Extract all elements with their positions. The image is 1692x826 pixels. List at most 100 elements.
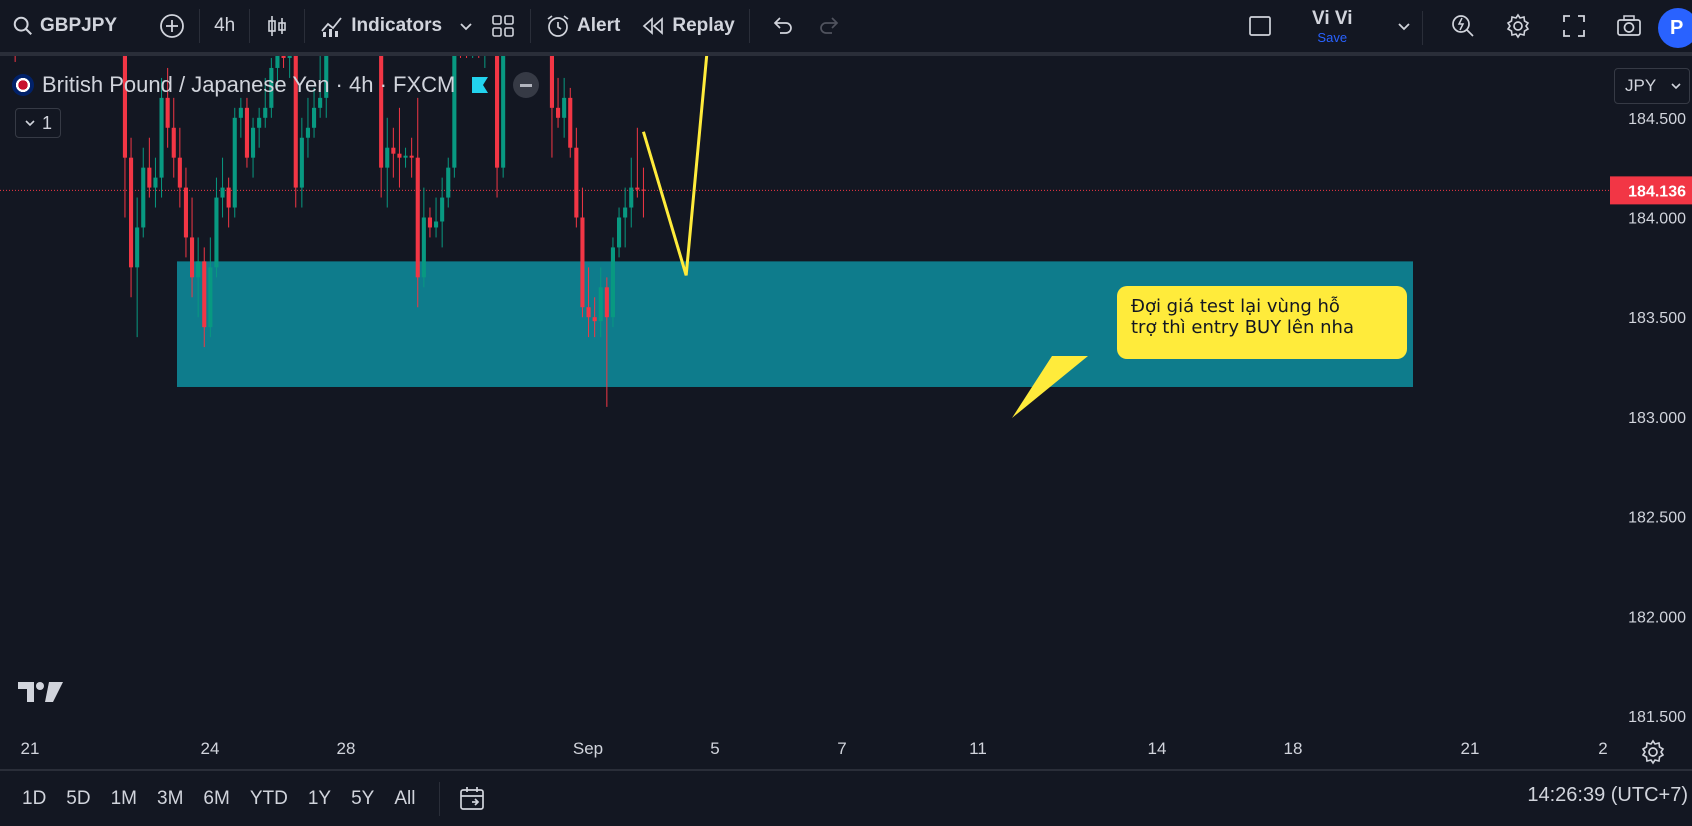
candle-body <box>452 56 457 168</box>
search-icon <box>12 15 34 37</box>
candle-body <box>244 107 249 158</box>
toolbar-divider <box>439 781 441 816</box>
scale-settings-gear-icon[interactable] <box>1640 739 1666 765</box>
layout-toggle-button[interactable] <box>1237 0 1283 54</box>
layouts-button[interactable] <box>480 0 526 54</box>
alert-button[interactable]: Alert <box>535 0 630 54</box>
range-button-5d[interactable]: 5D <box>66 787 91 809</box>
currency-select[interactable]: JPY <box>1614 68 1690 104</box>
chevron-down-icon <box>1396 18 1412 34</box>
candle-body <box>220 187 225 198</box>
symbol-search-button[interactable]: GBPJPY <box>0 0 127 54</box>
candle-body <box>574 147 579 218</box>
price-tick-label: 183.500 <box>1628 310 1686 327</box>
candle-body <box>293 56 298 188</box>
price-tick-label: 181.500 <box>1628 709 1686 726</box>
candle-body <box>263 107 268 118</box>
range-button-1y[interactable]: 1Y <box>307 787 332 809</box>
chart-type-button[interactable] <box>254 0 300 54</box>
candle-body <box>409 155 414 158</box>
indicators-dropdown-button[interactable] <box>452 0 480 54</box>
indicator-collapse-button[interactable]: 1 <box>15 108 61 138</box>
price-tick-label: 183.000 <box>1628 410 1686 427</box>
toolbar-divider <box>249 9 251 43</box>
candle-body <box>190 237 195 278</box>
candle-body <box>446 167 451 198</box>
fullscreen-button[interactable] <box>1551 0 1597 54</box>
range-button-1m[interactable]: 1M <box>110 787 137 809</box>
candle-body <box>421 217 426 278</box>
undo-button[interactable] <box>760 0 806 54</box>
candle-body <box>208 267 213 328</box>
candle-body <box>275 56 280 68</box>
candle-body <box>202 261 207 328</box>
candles-icon <box>264 13 290 39</box>
replay-button[interactable]: Replay <box>630 0 744 54</box>
trade-note-callout[interactable]: Đợi giá test lại vùng hỗ trợ thì entry B… <box>1117 286 1407 359</box>
candle-body <box>257 117 262 128</box>
candle-body <box>379 56 384 168</box>
redo-button[interactable] <box>806 0 852 54</box>
range-button-ytd[interactable]: YTD <box>249 787 288 809</box>
candle-body <box>165 97 170 128</box>
snapshot-button[interactable] <box>1606 0 1652 54</box>
symbol-label: GBPJPY <box>40 15 118 36</box>
candle-body <box>434 221 439 228</box>
projection-arrow <box>642 56 709 276</box>
alarm-clock-icon <box>545 13 571 39</box>
settings-button[interactable] <box>1495 0 1541 54</box>
candle-body <box>641 189 646 191</box>
chevron-down-icon <box>1671 83 1681 90</box>
callout-line-2: trợ thì entry BUY lên nha <box>1131 317 1354 338</box>
range-button-1d[interactable]: 1D <box>22 787 47 809</box>
candle-body <box>299 137 304 188</box>
collapse-count: 1 <box>41 112 52 133</box>
candle-body <box>196 261 201 278</box>
chart-pane[interactable]: 187.000186.500186.000185.500185.000184.5… <box>0 56 1692 769</box>
toolbar-divider <box>199 9 201 43</box>
candle-body <box>403 155 408 158</box>
quick-search-button[interactable] <box>1440 0 1486 54</box>
candle-body <box>397 153 402 158</box>
compare-add-button[interactable] <box>149 0 195 54</box>
candle-body <box>171 127 176 158</box>
save-layout-button[interactable]: Vi Vi Save <box>1302 0 1363 54</box>
candle-body <box>281 56 286 58</box>
layout-menu-button[interactable] <box>1386 0 1422 54</box>
range-button-3m[interactable]: 3M <box>157 787 184 809</box>
price-chart[interactable]: 187.000186.500186.000185.500185.000184.5… <box>0 56 1692 769</box>
candle-body <box>427 217 432 228</box>
minus-icon <box>520 83 533 87</box>
range-button-6m[interactable]: 6M <box>203 787 230 809</box>
goto-date-button[interactable] <box>448 779 496 819</box>
hide-legend-button[interactable] <box>513 72 540 98</box>
gbp-flag-icon <box>12 74 34 96</box>
gear-icon <box>1505 13 1531 39</box>
toolbar-divider <box>530 9 532 43</box>
candle-body <box>177 157 182 188</box>
candle-body <box>598 287 603 322</box>
publish-avatar-button[interactable]: P <box>1658 8 1692 48</box>
indicators-button[interactable]: Indicators <box>309 0 452 54</box>
indicators-icon <box>319 13 345 39</box>
range-button-5y[interactable]: 5Y <box>351 787 375 809</box>
legend-title: British Pound / Japanese Yen · 4h · FXCM <box>42 72 456 97</box>
replay-label: Replay <box>672 15 735 36</box>
candle-body <box>238 107 243 118</box>
time-tick-label: 14 <box>1148 739 1167 758</box>
time-tick-label: 11 <box>969 739 987 758</box>
flag-marker-icon[interactable] <box>471 76 489 94</box>
candle-body <box>604 287 609 318</box>
calendar-icon <box>460 786 485 810</box>
range-button-all[interactable]: All <box>394 787 416 809</box>
candle-body <box>214 197 219 268</box>
candle-body <box>617 217 622 248</box>
candle-body <box>610 247 615 318</box>
candle-body <box>305 127 310 138</box>
clock-timezone[interactable]: 14:26:39 (UTC+7) <box>1527 784 1688 806</box>
candle-body <box>318 97 323 108</box>
candle-body <box>122 56 127 158</box>
price-tick-label: 184.500 <box>1628 111 1686 128</box>
interval-button[interactable]: 4h <box>214 15 236 36</box>
square-icon <box>1247 13 1273 39</box>
